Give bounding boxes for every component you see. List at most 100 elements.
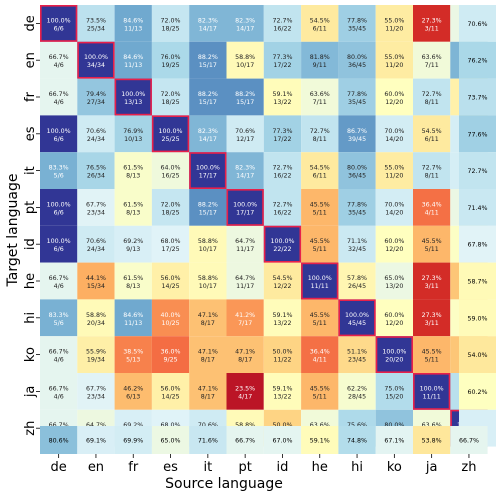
cell-percent-label: 40.0% [161,312,181,319]
heatmap-cell [226,225,264,263]
cell-count-label: 6/6 [54,25,64,32]
cell-count-label: 10/17 [199,246,217,253]
heatmap-cell [226,189,264,226]
cell-percent-label: 72.7% [272,165,292,172]
cell-percent-label: 59.1% [272,385,292,392]
cell-count-label: 16/22 [273,173,291,180]
cell-count-label: 4/11 [313,357,327,364]
cell-percent-label: 58.8% [86,312,106,319]
column-total-label: 74.8% [347,438,367,445]
heatmap-cell [151,373,190,410]
cell-percent-label: 45.5% [310,201,330,208]
cell-count-label: 28/45 [348,393,366,400]
cell-count-label: 15/17 [199,62,217,69]
heatmap-cell [375,373,413,410]
cell-percent-label: 75.0% [384,385,404,392]
cell-percent-label: 55.0% [384,17,404,24]
heatmap-cell [151,41,190,79]
cell-count-label: 18/25 [161,209,179,216]
row-total-label: 72.7% [467,168,487,175]
cell-count-label: 12/20 [385,246,403,253]
cell-percent-label: 88.2% [198,201,218,208]
cell-count-label: 19/25 [161,62,179,69]
diagonal-highlight [114,78,152,116]
y-tick-label: ja [23,386,38,399]
heatmap-cell [189,299,227,337]
cell-count-label: 8/13 [126,283,140,290]
y-tick-label: fr [23,91,38,102]
heatmap-cell [77,189,115,226]
x-tick-label: ja [425,460,438,475]
heatmap-cell [40,189,78,226]
cell-percent-label: 45.5% [422,349,442,356]
cell-percent-label: 56.0% [161,385,181,392]
x-tick-label: en [88,460,104,475]
heatmap-cell [114,41,152,79]
heatmap-cell [77,41,115,79]
heatmap-cell [189,115,227,153]
cell-count-label: 35/45 [348,99,366,106]
cell-count-label: 36/45 [348,173,366,180]
heatmap-cell [151,262,190,300]
heatmap-cell [338,262,376,300]
cell-count-label: 25/34 [87,25,105,32]
row-total-cell [459,299,496,337]
row-total-cell [459,5,496,42]
cell-percent-label: 88.2% [198,91,218,98]
cell-percent-label: 71.1% [347,238,367,245]
heatmap-cell [151,152,190,189]
cell-percent-label: 81.8% [310,54,330,61]
cell-percent-label: 58.8% [198,275,218,282]
cell-count-label: 8/17 [238,357,252,364]
cell-count-label: 27/34 [87,99,105,106]
cell-percent-label: 72.7% [422,165,442,172]
column-total-label: 69.1% [86,438,106,445]
heatmap-cell [189,78,227,116]
heatmap-cell [226,78,264,116]
heatmap-cell [375,152,413,189]
cell-percent-label: 100.0% [159,128,183,135]
cell-percent-label: 100.0% [196,165,220,172]
row-total-label: 60.2% [467,389,487,396]
cell-count-label: 26/34 [87,173,105,180]
heatmap-cell [114,299,152,337]
column-total-label: 69.9% [123,438,143,445]
cell-percent-label: 38.5% [123,349,143,356]
cell-percent-label: 73.5% [86,17,106,24]
y-tick-label: pt [23,201,38,214]
cell-percent-label: 66.7% [49,385,69,392]
heatmap-cell [226,115,264,153]
cell-count-label: 5/11 [313,209,327,216]
y-tick-label: it [23,166,38,175]
cell-percent-label: 56.0% [161,275,181,282]
cell-count-label: 14/20 [385,136,403,143]
cell-count-label: 17/17 [199,173,217,180]
heatmap-cell [77,78,115,116]
cell-count-label: 13/22 [273,320,291,327]
y-tick-labels: de en fr es it pt id he hi ko ja zh [23,15,40,436]
heatmap-cell [226,41,264,79]
cell-percent-label: 57.8% [347,275,367,282]
cell-percent-label: 70.6% [86,238,106,245]
heatmap-cell [413,115,451,153]
cell-percent-label: 59.1% [272,312,292,319]
cell-percent-label: 82.3% [235,17,255,24]
cell-count-label: 14/17 [199,136,217,143]
heatmap-cell [263,5,302,42]
cell-percent-label: 27.3% [422,275,442,282]
cell-count-label: 4/6 [54,357,64,364]
cell-percent-label: 86.7% [347,128,367,135]
cell-count-label: 11/20 [385,62,403,69]
row-total-cell [459,41,496,79]
heatmap-cell [301,189,339,226]
heatmap-cell [301,225,339,263]
cell-percent-label: 63.6% [422,422,442,429]
cell-percent-label: 51.1% [347,349,367,356]
heatmap-cell [151,5,190,42]
cell-percent-label: 76.9% [123,128,143,135]
row-total-label: 70.6% [467,21,487,28]
row-total-cell [459,78,496,116]
cell-percent-label: 47.1% [198,385,218,392]
cell-percent-label: 80.0% [384,422,404,429]
cell-percent-label: 58.8% [198,238,218,245]
